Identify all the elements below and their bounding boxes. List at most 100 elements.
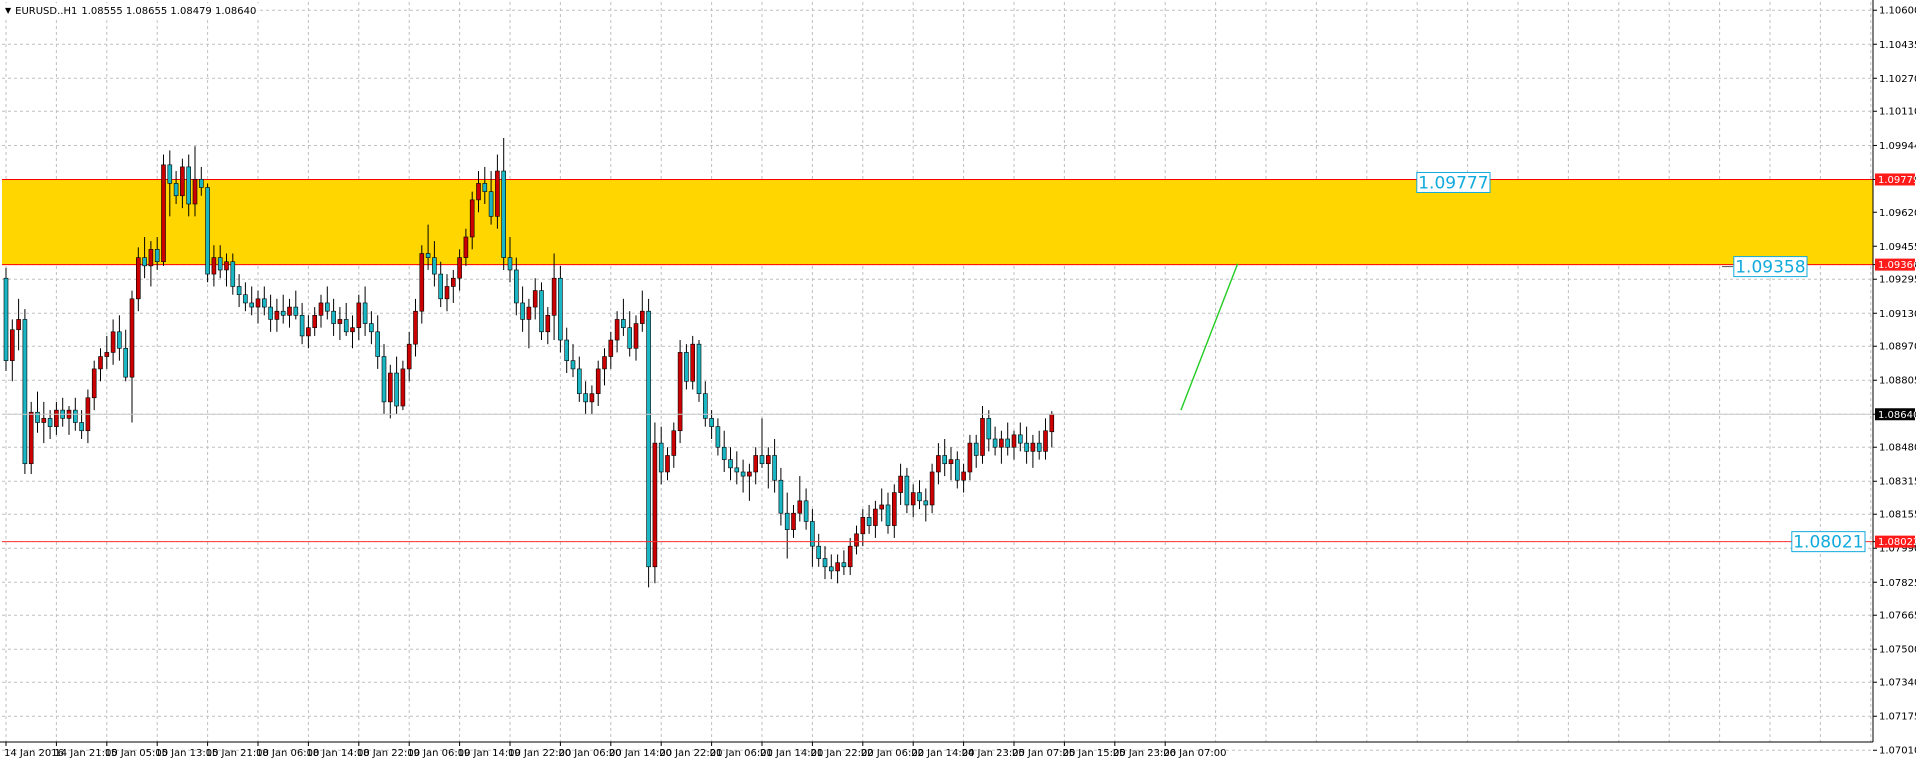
candle-body [709,418,714,427]
price-axis-label: 1.09620 [1879,208,1916,219]
price-axis-label: 1.07340 [1879,678,1916,689]
candle-body [873,508,878,526]
time-axis-label: 21 Jan 22:00 [810,748,873,759]
candle-body [558,277,563,341]
candle-body [545,315,551,333]
candle-body [828,566,834,572]
candle-body [1017,434,1023,444]
candle-body [747,471,752,477]
candle-body [822,558,828,568]
candle-body [73,409,78,423]
candle-body [400,368,406,407]
candle-body [576,368,582,394]
candle-body [47,418,53,427]
candle-body [734,467,740,473]
candle-body [954,459,960,481]
candle-body [513,269,519,304]
chevron-down-icon[interactable]: ▼ [5,6,12,15]
candle-body [570,360,576,370]
candle-body [671,430,677,456]
support-price-box-bg [1875,535,1915,548]
candle-body [173,183,179,197]
candle-body [299,315,305,337]
candle-body [41,418,47,423]
candle-body [255,298,261,308]
candle-body [854,533,859,547]
price-axis-label: 1.09130 [1879,309,1916,320]
candle-body [274,310,280,320]
time-axis-label: 25 Jan 23:00 [1113,748,1176,759]
candle-body [917,492,922,502]
candle-body [898,475,903,493]
time-axis-label: 26 Jan 07:00 [1163,748,1226,759]
candle-body [507,257,513,271]
candle-body [425,253,431,258]
chart-title-bar[interactable]: ▼ EURUSD..H1 1.08555 1.08655 1.08479 1.0… [2,3,260,19]
candle-body [602,356,607,370]
time-axis-label: 15 Jan 13:00 [155,748,218,759]
candle-body [324,302,330,312]
candle-body [224,261,229,271]
candle-body [482,183,488,192]
time-axis-label: 14 Jan 2016 [4,748,64,759]
zone-bottom-level-label-box [1733,256,1808,278]
price-axis-label: 1.10110 [1879,107,1916,118]
candle-body [791,512,796,530]
price-axis-label: 1.09944 [1879,141,1916,152]
candle-body [413,310,418,345]
candle-body [230,261,236,287]
candle-body [337,319,343,324]
symbol-label: EURUSD..H1 [15,5,78,17]
candle-body [608,339,614,357]
time-axis-label: 20 Jan 22:00 [659,748,722,759]
time-axis-label: 18 Jan 14:00 [306,748,369,759]
candle-body [10,329,15,361]
candle-body [778,479,784,514]
candle-body [816,545,822,559]
candle-body [992,438,998,448]
candle-body [803,500,809,522]
candle-body [967,442,973,473]
candle-body [154,249,160,263]
candle-body [501,170,507,258]
candle-body [589,393,595,403]
candle-body [419,253,425,312]
candle-body [1011,434,1017,448]
candle-body [961,471,966,481]
candle-body [469,199,475,238]
zone-bottom-level-label: 1.09358 [1735,258,1805,278]
candle-body [784,512,790,530]
time-axis-label: 25 Jan 07:00 [1012,748,1075,759]
candle-body [633,323,639,349]
time-axis-label: 19 Jan 14:00 [458,748,521,759]
candle-body [142,257,147,267]
candle-body [639,310,645,324]
price-axis-label: 1.07990 [1879,544,1916,555]
candle-body [759,455,765,465]
candle-body [306,327,311,337]
candle-body [658,442,664,473]
candle-body [331,310,336,324]
price-axis-label: 1.08805 [1879,376,1916,387]
time-axis-label: 25 Jan 15:00 [1062,748,1125,759]
support-price-box: 1.08022 [1878,537,1916,548]
candle-body [690,343,696,382]
projection-line [1180,263,1239,411]
price-axis-label: 1.07665 [1879,611,1916,622]
candle-body [406,343,412,370]
candle-body [1024,442,1029,452]
price-axis-label: 1.07010 [1879,746,1916,757]
candle-body [847,545,853,568]
candle-body [22,319,28,465]
candle-body [280,310,286,316]
candle-body [532,290,538,308]
candle-body [136,257,141,300]
candle-body [350,327,355,333]
resistance-zone-layer [2,178,1873,266]
candle-body [891,492,897,526]
current-price-box: 1.08640 [1878,410,1916,421]
candle-body [243,294,248,304]
